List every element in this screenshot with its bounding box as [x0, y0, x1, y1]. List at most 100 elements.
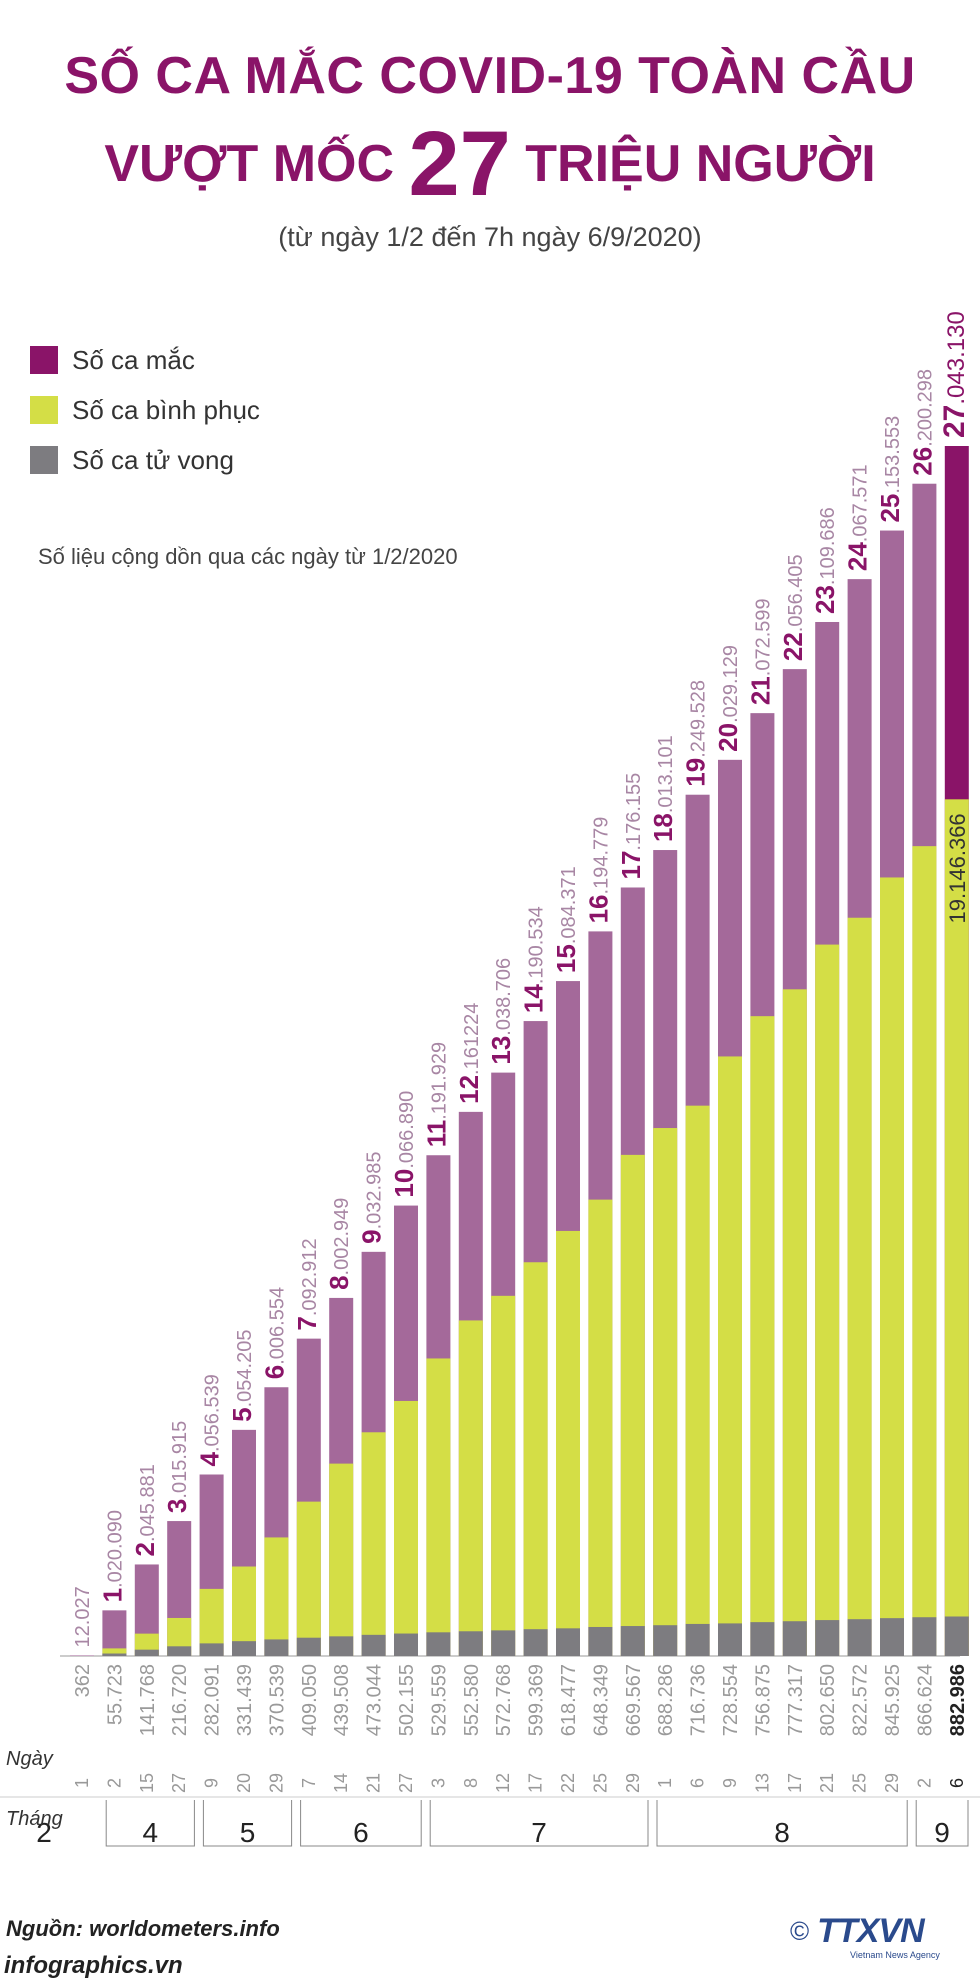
case-count-label: 7.092.912 — [292, 1238, 322, 1330]
recovered-bar — [620, 1154, 645, 1656]
copyright-symbol: © — [790, 1916, 810, 1946]
recovered-bar — [102, 1648, 127, 1656]
chart-title-line2: VƯỢT MỐC 27 TRIỆU NGƯỜI — [0, 112, 980, 217]
month-label: 8 — [774, 1817, 790, 1848]
case-count-label: 19.249.528 — [681, 680, 711, 787]
legend-swatch-cases — [30, 346, 58, 374]
chart-subtitle: (từ ngày 1/2 đến 7h ngày 6/9/2020) — [278, 222, 702, 252]
legend-item-recovered: Số ca bình phục — [30, 395, 260, 425]
deaths-bar — [426, 1632, 451, 1656]
case-count-label: 23.109.686 — [810, 507, 840, 614]
legend-item-cases: Số ca mắc — [30, 345, 260, 375]
day-label: 29 — [266, 1773, 286, 1793]
death-count-label: 648.349 — [590, 1664, 612, 1736]
legend-swatch-deaths — [30, 446, 58, 474]
recovered-bar — [847, 917, 872, 1656]
case-count-label: 25.153.553 — [875, 416, 905, 523]
deaths-bar — [782, 1621, 807, 1656]
recovered-bar — [329, 1463, 354, 1656]
day-label: 17 — [526, 1773, 546, 1793]
day-label: 29 — [623, 1773, 643, 1793]
deaths-bar — [199, 1643, 224, 1656]
title-post: TRIỆU NGƯỜI — [525, 135, 876, 193]
recovered-bar — [394, 1400, 418, 1656]
legend-label-cases: Số ca mắc — [72, 344, 195, 375]
recovered-bar — [815, 944, 840, 1656]
case-count-label: 4.056.539 — [195, 1374, 225, 1466]
day-label: 2 — [104, 1778, 124, 1788]
day-label: 7 — [299, 1778, 319, 1788]
day-label: 3 — [428, 1778, 448, 1788]
death-count-label: 688.286 — [655, 1664, 677, 1736]
recovered-bar — [685, 1105, 710, 1656]
case-count-label: 17.176.155 — [616, 773, 646, 880]
deaths-bar — [361, 1634, 386, 1656]
recovered-bar — [944, 799, 969, 1656]
recovered-bar — [458, 1320, 483, 1656]
case-count-label: 27.043.130 — [938, 311, 971, 438]
recovered-bar — [588, 1199, 613, 1656]
day-label: 1 — [655, 1778, 675, 1788]
death-count-label: 822.572 — [850, 1664, 872, 1736]
case-count-label: 6.006.554 — [259, 1287, 289, 1379]
month-label: 4 — [143, 1817, 159, 1848]
month-bracket — [105, 1800, 195, 1847]
death-count-label: 216.720 — [169, 1664, 191, 1736]
deaths-bar — [588, 1626, 613, 1656]
case-count-label: 1.020.090 — [97, 1510, 127, 1602]
death-count-label: 572.768 — [493, 1664, 515, 1736]
death-count-label: 409.050 — [299, 1664, 321, 1736]
death-count-label: 866.624 — [914, 1664, 936, 1736]
deaths-bar — [750, 1622, 775, 1656]
death-count-label: 331.439 — [234, 1664, 256, 1736]
day-label: 29 — [882, 1773, 902, 1793]
day-label: 14 — [331, 1773, 351, 1793]
recovered-bar — [361, 1432, 386, 1656]
death-count-label: 473.044 — [364, 1664, 386, 1736]
deaths-bar — [394, 1633, 418, 1656]
deaths-bar — [944, 1616, 969, 1656]
recovered-bar — [718, 1056, 742, 1656]
day-label: 21 — [364, 1773, 384, 1793]
recovered-bar — [491, 1295, 516, 1656]
day-label: 9 — [202, 1778, 222, 1788]
death-count-label: 552.580 — [461, 1664, 483, 1736]
deaths-bar — [718, 1623, 742, 1656]
logo-subtitle: Vietnam News Agency — [850, 1950, 940, 1960]
deaths-bar — [556, 1628, 580, 1656]
case-count-label: 12.161224 — [454, 1003, 484, 1104]
legend-label-deaths: Số ca tử vong — [72, 444, 234, 475]
death-count-label: 802.650 — [817, 1664, 839, 1736]
stacked-bar-chart: 12.02736211.020.09055.72322.045.881141.7… — [0, 311, 980, 1848]
deaths-bar — [264, 1639, 289, 1656]
day-label: 25 — [590, 1773, 610, 1793]
legend-swatch-recovered — [30, 396, 58, 424]
chart-title-line1: SỐ CA MẮC COVID-19 TOÀN CẦU — [64, 47, 916, 105]
death-count-label: 716.736 — [688, 1664, 710, 1736]
day-label: 20 — [234, 1773, 254, 1793]
day-label: 8 — [461, 1778, 481, 1788]
death-count-label: 362 — [72, 1664, 94, 1697]
death-count-label: 669.567 — [623, 1664, 645, 1736]
recovered-bar — [426, 1358, 451, 1656]
site-name: infographics.vn — [4, 1952, 183, 1979]
recovered-bar — [782, 989, 807, 1656]
month-label: 9 — [934, 1817, 950, 1848]
deaths-bar — [620, 1626, 645, 1656]
month-label: 7 — [531, 1817, 547, 1848]
title-number: 27 — [408, 113, 511, 215]
case-count-label: 21.072.599 — [745, 598, 775, 705]
deaths-bar — [815, 1620, 840, 1656]
month-bracket — [429, 1800, 649, 1847]
cases-bar — [70, 1655, 94, 1656]
day-row-label: Ngày — [6, 1748, 53, 1770]
recovered-bar — [556, 1230, 580, 1656]
deaths-bar — [134, 1649, 159, 1656]
case-count-label: 12.027 — [72, 1586, 94, 1647]
deaths-bar — [491, 1630, 516, 1656]
case-count-label: 2.045.881 — [130, 1464, 160, 1556]
case-count-label: 10.066.890 — [389, 1091, 419, 1198]
month-bracket — [300, 1800, 422, 1847]
day-label: 27 — [396, 1773, 416, 1793]
cases-bar — [102, 1610, 127, 1656]
